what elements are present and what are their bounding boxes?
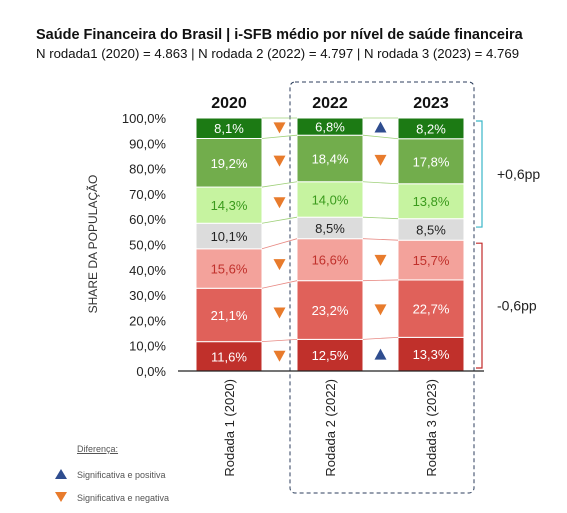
triangle-down-icon <box>273 307 286 319</box>
bar-segment <box>195 287 263 343</box>
y-axis-label: SHARE DA POPULAÇÃO <box>86 175 100 314</box>
connector-line <box>261 280 298 289</box>
data-label: 6,8% <box>315 120 345 135</box>
chart-title: Saúde Financeira do Brasil | i-SFB médio… <box>36 27 523 43</box>
bar-segment <box>397 183 465 220</box>
y-tick-label: 90,0% <box>129 136 166 151</box>
data-label: 8,2% <box>416 121 446 136</box>
legend-item-positive: Significativa e positiva <box>55 469 166 481</box>
y-tick-label: 80,0% <box>129 162 166 177</box>
data-label: 22,7% <box>413 302 450 317</box>
data-label: 19,2% <box>211 156 248 171</box>
data-label: 15,7% <box>413 253 450 268</box>
bar-segment <box>195 341 263 372</box>
connector-line <box>261 338 298 343</box>
x-tick-label: Rodada 2 (2022) <box>323 379 338 477</box>
year-label: 2022 <box>312 95 348 112</box>
triangle-up-icon <box>55 469 67 479</box>
connector-line <box>261 238 298 250</box>
bar-segment <box>296 134 364 183</box>
connector-line <box>261 134 298 139</box>
connector-line <box>362 134 399 140</box>
bar-segment <box>397 279 465 338</box>
y-tick-label: 50,0% <box>129 238 166 253</box>
triangle-down-icon <box>273 155 286 167</box>
bar-segment <box>296 117 364 136</box>
connector-line <box>362 279 399 282</box>
legend-label-negative: Significativa e negativa <box>77 493 170 503</box>
data-label: 13,3% <box>413 347 450 362</box>
data-label: 14,0% <box>312 192 349 207</box>
year-label: 2023 <box>413 95 449 112</box>
bar-segment <box>195 248 263 289</box>
y-tick-label: 0,0% <box>136 364 166 379</box>
triangle-down-icon <box>374 154 387 166</box>
bracket <box>476 242 483 369</box>
data-label: 11,6% <box>211 349 247 364</box>
legend-item-negative: Significativa e negativa <box>55 492 169 504</box>
bracket-label: -0,6pp <box>497 298 537 314</box>
data-label: 8,5% <box>315 221 345 236</box>
y-tick-label: 20,0% <box>129 313 166 328</box>
triangle-down-icon <box>374 254 387 266</box>
data-label: 17,8% <box>413 154 450 169</box>
y-tick-label: 100,0% <box>122 111 167 126</box>
bar-segment <box>397 117 465 140</box>
bar-segment <box>296 181 364 218</box>
bar-segment <box>195 117 263 139</box>
data-label: 18,4% <box>312 151 349 166</box>
year-label: 2020 <box>211 95 247 112</box>
y-tick-label: 70,0% <box>129 187 166 202</box>
data-label: 23,2% <box>312 303 349 318</box>
data-label: 12,5% <box>312 348 349 363</box>
data-label: 8,1% <box>214 121 244 136</box>
triangle-down-icon <box>374 304 387 316</box>
data-label: 10,1% <box>211 229 248 244</box>
connector-line <box>261 181 298 188</box>
triangle-down-icon <box>55 492 67 502</box>
data-label: 13,8% <box>413 194 450 209</box>
triangle-up-icon <box>374 348 387 360</box>
triangle-down-icon <box>273 122 286 134</box>
bar-segment <box>195 222 263 250</box>
x-tick-label: Rodada 1 (2020) <box>222 379 237 477</box>
bar-segment <box>397 138 465 185</box>
data-label: 15,6% <box>211 262 248 277</box>
y-tick-label: 10,0% <box>129 339 166 354</box>
chart-subtitle: N rodada1 (2020) = 4.863 | N rodada 2 (2… <box>36 46 520 61</box>
y-tick-label: 30,0% <box>129 288 166 303</box>
bar-segment <box>397 239 465 281</box>
y-tick-label: 60,0% <box>129 212 166 227</box>
data-label: 8,5% <box>416 222 446 237</box>
x-tick-label: Rodada 3 (2023) <box>424 379 439 477</box>
data-label: 16,6% <box>312 253 349 268</box>
connector-line <box>362 181 399 185</box>
triangle-down-icon <box>273 350 286 362</box>
triangle-up-icon <box>374 121 387 133</box>
triangle-down-icon <box>273 197 286 209</box>
connector-line <box>261 216 298 224</box>
data-label: 21,1% <box>211 308 248 323</box>
bracket-label: +0,6pp <box>497 166 540 182</box>
highlight-frame <box>289 81 475 494</box>
connector-line <box>362 238 399 241</box>
y-tick-label: 40,0% <box>129 263 166 278</box>
legend-title: Diferença: <box>77 444 119 454</box>
bar-segment <box>195 137 263 188</box>
legend-label-positive: Significativa e positiva <box>77 470 166 480</box>
connector-line <box>362 216 399 220</box>
bracket <box>476 120 483 228</box>
triangle-down-icon <box>273 259 286 271</box>
connector-line <box>362 336 399 340</box>
data-label: 14,3% <box>211 198 248 213</box>
